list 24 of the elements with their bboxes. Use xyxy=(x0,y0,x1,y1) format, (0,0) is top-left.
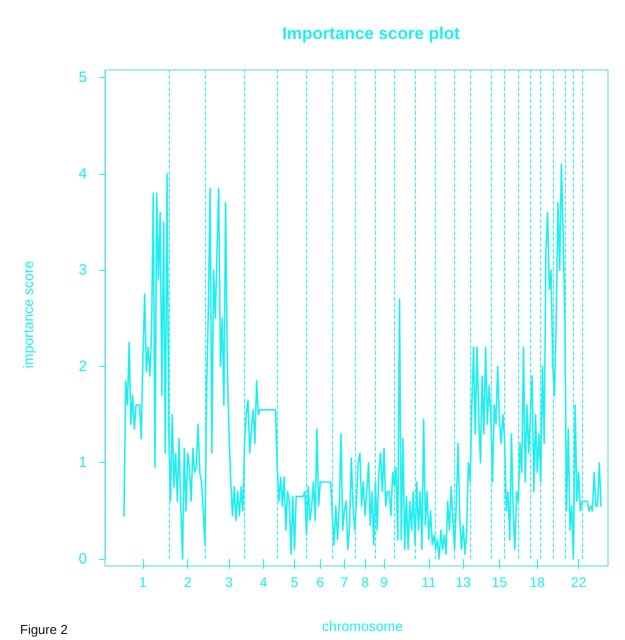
x-tick-label: 7 xyxy=(340,574,349,590)
y-tick-label: 5 xyxy=(78,69,87,86)
y-tick-label: 4 xyxy=(78,165,87,182)
y-axis-title: importance score xyxy=(20,260,36,368)
x-tick-label: 5 xyxy=(290,574,299,590)
x-tick-label: 3 xyxy=(225,574,234,590)
x-tick-label: 4 xyxy=(260,574,268,590)
chart-title: Importance score plot xyxy=(282,24,460,43)
caption: Figure 2 xyxy=(20,622,68,637)
x-axis-title: chromosome xyxy=(322,618,404,634)
x-tick-label: 18 xyxy=(529,574,546,590)
x-tick-label: 22 xyxy=(570,574,587,590)
x-tick-label: 1 xyxy=(139,574,148,590)
x-tick-label: 15 xyxy=(492,574,508,590)
x-tick-label: 11 xyxy=(422,574,436,590)
x-tick-label: 9 xyxy=(380,574,388,590)
x-tick-label: 6 xyxy=(316,574,324,590)
x-tick-label: 8 xyxy=(361,574,370,590)
x-tick-label: 2 xyxy=(184,574,192,590)
y-tick-label: 2 xyxy=(78,358,87,375)
y-tick-label: 3 xyxy=(78,262,87,279)
x-tick-label: 13 xyxy=(455,574,472,590)
y-tick-label: 0 xyxy=(78,550,87,568)
y-tick-label: 1 xyxy=(78,454,87,472)
